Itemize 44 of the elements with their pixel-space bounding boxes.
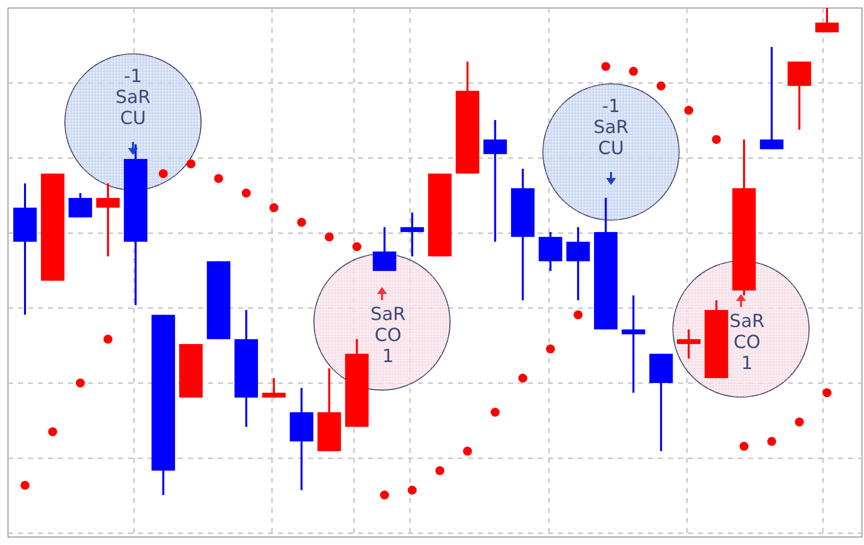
point xyxy=(408,486,417,495)
annotation: SaR CO 1 xyxy=(370,304,406,367)
point xyxy=(20,480,30,490)
candlestick xyxy=(483,119,507,243)
point xyxy=(435,466,444,476)
point xyxy=(822,388,832,398)
candlestick xyxy=(400,212,424,258)
candlestick xyxy=(760,46,784,150)
candlestick xyxy=(372,226,396,272)
point xyxy=(186,159,196,168)
annotation: -1 SaR CU xyxy=(594,96,628,159)
point xyxy=(214,174,224,183)
point xyxy=(490,408,500,417)
point xyxy=(794,417,804,426)
point xyxy=(158,169,168,178)
point xyxy=(574,310,583,320)
point xyxy=(518,374,528,383)
candlestick xyxy=(566,226,590,302)
point xyxy=(103,334,112,344)
point xyxy=(242,188,251,198)
point xyxy=(740,442,749,451)
candlestick xyxy=(96,182,120,258)
candlestick xyxy=(262,377,286,399)
point xyxy=(628,66,638,76)
candlestick xyxy=(815,7,839,34)
point xyxy=(48,427,58,436)
point xyxy=(297,218,306,227)
point xyxy=(684,106,694,115)
candlestick xyxy=(622,294,646,394)
point xyxy=(546,344,555,354)
point xyxy=(767,436,776,446)
point xyxy=(712,134,721,144)
point xyxy=(352,242,362,252)
point xyxy=(462,446,472,456)
point xyxy=(601,62,610,71)
point xyxy=(76,378,85,388)
annotation: -1 SaR CU xyxy=(116,66,150,129)
candlestick xyxy=(676,328,700,360)
point xyxy=(269,203,278,212)
candlestick xyxy=(68,192,92,218)
point xyxy=(380,490,390,500)
annotation: SaR CO 1 xyxy=(730,311,764,374)
point xyxy=(656,81,666,90)
point xyxy=(324,232,334,242)
